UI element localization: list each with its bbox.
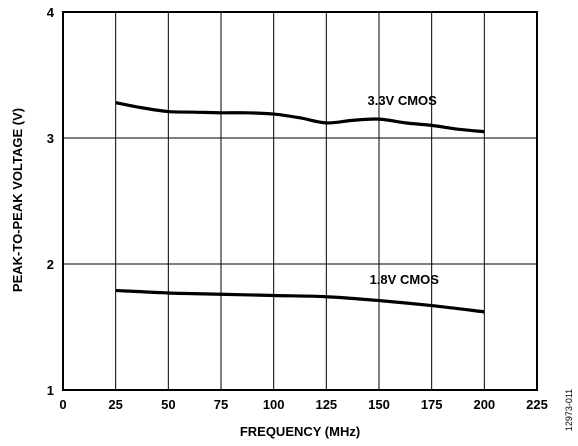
- series-label-0: 3.3V CMOS: [367, 93, 437, 108]
- plot-frame: [62, 11, 538, 391]
- series-line-0: [115, 101, 485, 134]
- x-tick-labels: 0 25 50 75 100 125 150 175 200 225: [59, 397, 547, 412]
- x-tick-label: 75: [214, 397, 228, 412]
- x-tick-label: 50: [161, 397, 175, 412]
- y-tick-label: 1: [47, 383, 54, 398]
- x-tick-label: 125: [315, 397, 337, 412]
- grid: [63, 12, 537, 390]
- series-lines: [115, 101, 485, 314]
- series-label-1: 1.8V CMOS: [370, 272, 440, 287]
- x-tick-label: 175: [421, 397, 443, 412]
- y-tick-label: 3: [47, 131, 54, 146]
- y-tick-label: 4: [47, 5, 55, 20]
- x-tick-label: 200: [473, 397, 495, 412]
- y-axis-title: PEAK-TO-PEAK VOLTAGE (V): [10, 108, 25, 292]
- series-labels: 3.3V CMOS 1.8V CMOS: [367, 93, 439, 287]
- y-tick-label: 2: [47, 257, 54, 272]
- y-tick-labels: 1 2 3 4: [47, 5, 55, 398]
- x-tick-label: 150: [368, 397, 390, 412]
- x-tick-label: 0: [59, 397, 66, 412]
- figure-id: 12973-011: [564, 389, 574, 431]
- x-tick-label: 225: [526, 397, 548, 412]
- x-tick-label: 25: [108, 397, 122, 412]
- x-tick-label: 100: [263, 397, 285, 412]
- x-axis-title: FREQUENCY (MHz): [240, 424, 360, 439]
- series-line-1: [115, 288, 485, 314]
